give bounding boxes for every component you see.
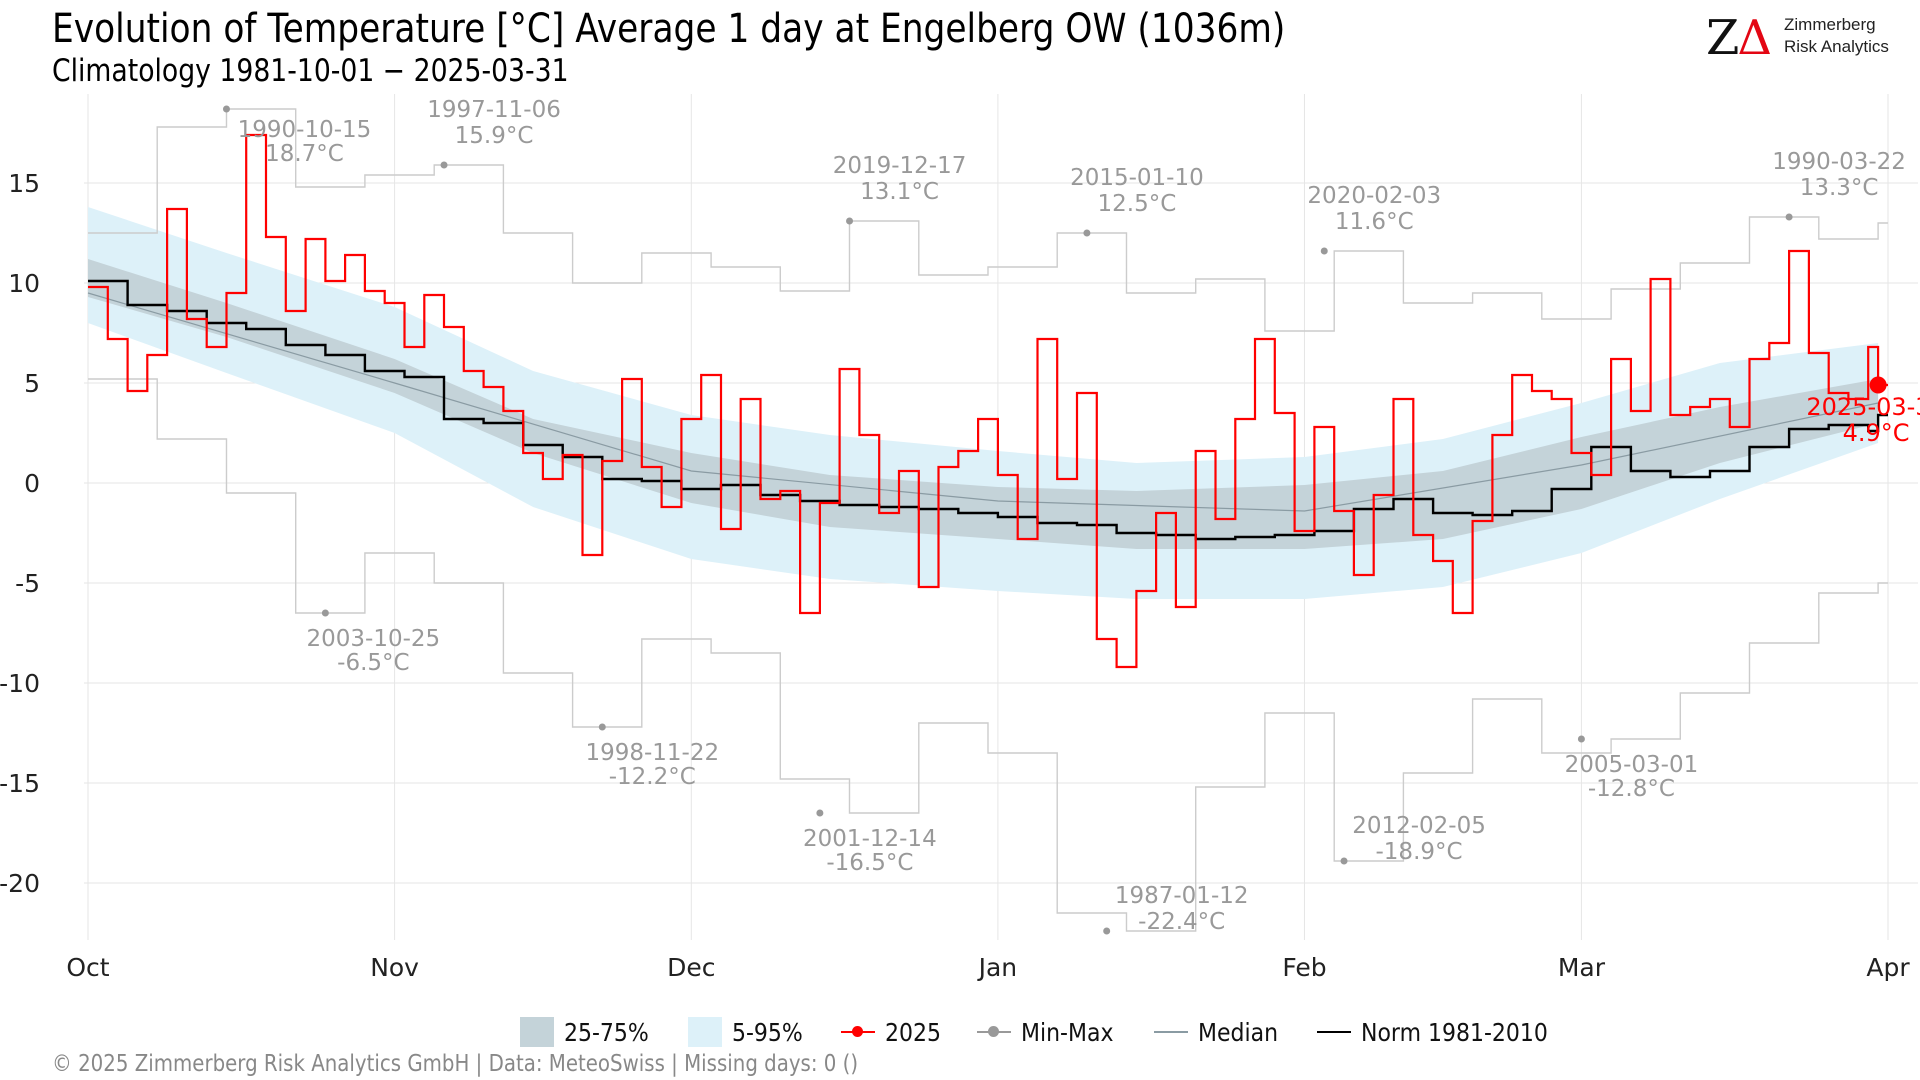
y-tick-label: 10 bbox=[8, 269, 40, 298]
band-5-95 bbox=[88, 207, 1879, 599]
annotation-date: 1987-01-12 bbox=[1115, 883, 1249, 909]
annotation-date: 1990-03-22 bbox=[1772, 149, 1906, 175]
footer-credit: © 2025 Zimmerberg Risk Analytics GmbH | … bbox=[52, 1051, 859, 1077]
annotation-value: -16.5°C bbox=[826, 850, 913, 876]
annotation-date: 2019-12-17 bbox=[833, 153, 967, 179]
record-max-dot bbox=[1785, 213, 1793, 221]
legend-swatch bbox=[520, 1017, 554, 1047]
y-tick-label: 0 bbox=[24, 469, 40, 498]
annotation-value: 12.5°C bbox=[1098, 191, 1177, 217]
annotation-value: -12.2°C bbox=[609, 764, 696, 790]
legend-item: Min-Max bbox=[976, 1017, 1126, 1047]
current-value-dot bbox=[1869, 376, 1887, 394]
chart-subtitle: Climatology 1981-10-01 − 2025-03-31 bbox=[52, 53, 569, 89]
x-tick-label: Dec bbox=[667, 953, 715, 982]
annotation-date: 2001-12-14 bbox=[803, 826, 937, 852]
x-tick-label: Mar bbox=[1558, 953, 1606, 982]
annotation-value: 18.7°C bbox=[265, 141, 344, 167]
chart-legend: 25-75% 5-95% 2025 Min-Max Median Norm 1981-20… bbox=[520, 1014, 1601, 1050]
band-25-75 bbox=[88, 259, 1879, 549]
legend-label: 2025 bbox=[884, 1017, 941, 1047]
legend-label: Norm 1981-2010 bbox=[1360, 1017, 1548, 1047]
x-tick-label: Jan bbox=[977, 953, 1018, 982]
y-tick-label: 5 bbox=[24, 369, 40, 398]
y-tick-label: -20 bbox=[0, 869, 40, 898]
y-tick-label: -15 bbox=[0, 769, 40, 798]
x-tick-label: Oct bbox=[66, 953, 109, 982]
series-lines bbox=[87, 133, 1888, 669]
record-min-dot bbox=[1103, 927, 1111, 935]
annotation-value: -6.5°C bbox=[337, 650, 409, 676]
annotation-value: -12.8°C bbox=[1588, 776, 1675, 802]
annotation-date: 1998-11-22 bbox=[585, 740, 719, 766]
y-tick-label: -10 bbox=[0, 669, 40, 698]
annotation-value: 13.1°C bbox=[860, 179, 939, 205]
min-line bbox=[88, 378, 1888, 932]
legend-label: Min-Max bbox=[1020, 1017, 1113, 1047]
annotation-value: -18.9°C bbox=[1376, 839, 1463, 865]
legend-label: 25-75% bbox=[564, 1017, 649, 1047]
record-max-dot bbox=[440, 161, 448, 169]
legend-swatch bbox=[976, 1017, 1011, 1047]
percentile-bands bbox=[88, 207, 1879, 599]
current-2025-line bbox=[88, 133, 1888, 669]
legend-item: 5-95% bbox=[688, 1017, 813, 1047]
annotation-date: 2015-01-10 bbox=[1070, 165, 1204, 191]
legend-label: 5-95% bbox=[732, 1017, 804, 1047]
record-min-dot bbox=[1577, 735, 1585, 743]
record-max-dot bbox=[222, 105, 230, 113]
annotation-date: 1990-10-15 bbox=[238, 117, 372, 143]
y-tick-label: 15 bbox=[8, 169, 40, 198]
legend-item: Norm 1981-2010 bbox=[1316, 1017, 1573, 1047]
legend-swatch bbox=[840, 1017, 875, 1047]
legend-item: Median bbox=[1153, 1017, 1289, 1047]
annotation-value: -22.4°C bbox=[1138, 909, 1225, 935]
annotation-date: 2003-10-25 bbox=[307, 626, 441, 652]
record-min-dot bbox=[816, 809, 824, 817]
axis-labels: 15 10 5 0 -5 -10 -15 -20 Oct Nov Dec Jan Feb Mar Apr bbox=[0, 169, 1910, 982]
annotation-date: 2012-02-05 bbox=[1352, 813, 1486, 839]
legend-item: 2025 bbox=[840, 1017, 949, 1047]
legend-label: Median bbox=[1197, 1017, 1278, 1047]
record-max-dot bbox=[1320, 247, 1328, 255]
annotation-date: 2025-03-31 bbox=[1806, 393, 1920, 421]
annotation-date: 2005-03-01 bbox=[1565, 752, 1699, 778]
y-tick-label: -5 bbox=[15, 569, 40, 598]
legend-swatch bbox=[1316, 1017, 1351, 1047]
x-tick-label: Feb bbox=[1282, 953, 1326, 982]
median-line bbox=[87, 292, 1879, 512]
annotation-value: 15.9°C bbox=[455, 123, 534, 149]
record-max-dot bbox=[1083, 229, 1091, 237]
record-min-dot bbox=[598, 723, 606, 731]
record-min-dot bbox=[321, 609, 329, 617]
annotation-date: 1997-11-06 bbox=[427, 97, 561, 123]
annotation-date: 2020-02-03 bbox=[1307, 183, 1441, 209]
logo-text-line1: Zimmerberg bbox=[1784, 15, 1876, 34]
annotation-value: 4.9°C bbox=[1843, 419, 1910, 447]
min-max-lines bbox=[88, 108, 1888, 932]
logo-mark-icon: ZΔ bbox=[1706, 10, 1772, 66]
legend-swatch bbox=[688, 1017, 723, 1047]
annotation-value: 13.3°C bbox=[1800, 175, 1879, 201]
chart-title: Evolution of Temperature [°C] Average 1 … bbox=[52, 6, 1286, 52]
legend-item: 25-75% bbox=[520, 1017, 660, 1047]
record-max-dot bbox=[846, 217, 854, 225]
company-logo: ZΔ Zimmerberg Risk Analytics bbox=[1706, 10, 1906, 70]
legend-swatch bbox=[1153, 1017, 1188, 1047]
logo-text-line2: Risk Analytics bbox=[1784, 37, 1889, 56]
annotation-value: 11.6°C bbox=[1335, 209, 1414, 235]
x-tick-label: Nov bbox=[370, 953, 419, 982]
record-min-dot bbox=[1340, 857, 1348, 865]
x-tick-label: Apr bbox=[1866, 953, 1910, 982]
max-line bbox=[88, 108, 1888, 332]
